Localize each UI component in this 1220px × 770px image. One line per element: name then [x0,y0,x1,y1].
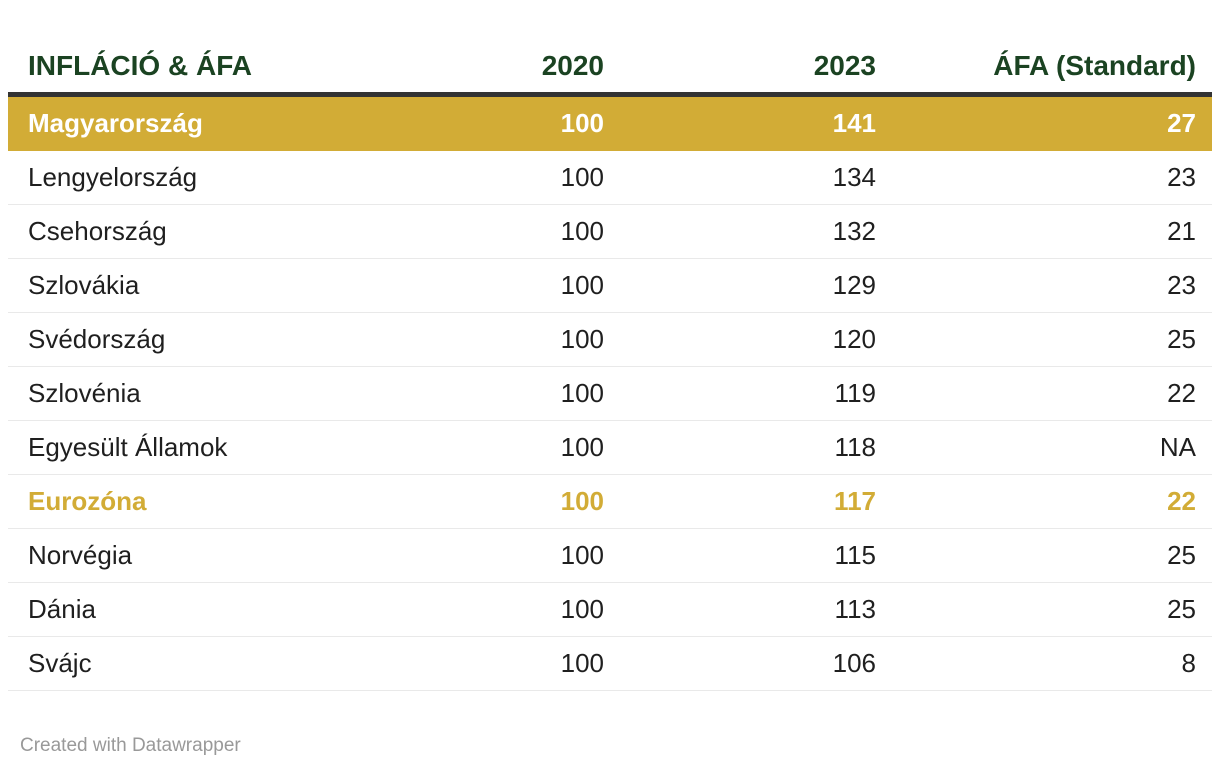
data-table: INFLÁCIÓ & ÁFA 2020 2023 ÁFA (Standard) … [8,40,1212,691]
value-cell-vat: NA [892,420,1212,475]
value-cell-2023: 134 [620,150,892,205]
value-cell-2023: 132 [620,204,892,259]
table-row: Norvégia 100 115 25 [8,528,1212,583]
value-cell-2023: 141 [620,94,892,151]
country-cell: Svájc [8,636,440,691]
value-cell-vat: 21 [892,204,1212,259]
value-cell-vat: 23 [892,258,1212,313]
country-cell: Szlovákia [8,258,440,313]
datawrapper-attribution[interactable]: Created with Datawrapper [20,735,241,756]
value-cell-vat: 25 [892,528,1212,583]
column-header-2023: 2023 [620,40,892,97]
value-cell-vat: 25 [892,582,1212,637]
country-cell: Svédország [8,312,440,367]
country-cell: Csehország [8,204,440,259]
value-cell-2020: 100 [440,150,620,205]
value-cell-2020: 100 [440,204,620,259]
table-row: Dánia 100 113 25 [8,582,1212,637]
header-row: INFLÁCIÓ & ÁFA 2020 2023 ÁFA (Standard) [8,40,1212,97]
column-header-vat: ÁFA (Standard) [892,40,1212,97]
country-cell: Lengyelország [8,150,440,205]
value-cell-vat: 23 [892,150,1212,205]
value-cell-2023: 119 [620,366,892,421]
value-cell-2020: 100 [440,582,620,637]
value-cell-2023: 115 [620,528,892,583]
table-row: Csehország 100 132 21 [8,204,1212,259]
table-row: Svédország 100 120 25 [8,312,1212,367]
table-row: Egyesült Államok 100 118 NA [8,420,1212,475]
value-cell-vat: 8 [892,636,1212,691]
table-row: Svájc 100 106 8 [8,636,1212,691]
column-header-title: INFLÁCIÓ & ÁFA [8,40,440,97]
value-cell-vat: 22 [892,474,1212,529]
table-row: Szlovénia 100 119 22 [8,366,1212,421]
table-row: Magyarország 100 141 27 [8,94,1212,151]
value-cell-vat: 25 [892,312,1212,367]
table-row: Eurozóna 100 117 22 [8,474,1212,529]
country-cell: Szlovénia [8,366,440,421]
value-cell-2023: 129 [620,258,892,313]
value-cell-2023: 113 [620,582,892,637]
table-row: Szlovákia 100 129 23 [8,258,1212,313]
country-cell: Magyarország [8,94,440,151]
country-cell: Eurozóna [8,474,440,529]
value-cell-vat: 22 [892,366,1212,421]
value-cell-2023: 106 [620,636,892,691]
country-cell: Egyesült Államok [8,420,440,475]
value-cell-2020: 100 [440,528,620,583]
value-cell-2020: 100 [440,94,620,151]
value-cell-2023: 120 [620,312,892,367]
value-cell-2020: 100 [440,636,620,691]
table-row: Lengyelország 100 134 23 [8,150,1212,205]
value-cell-2020: 100 [440,366,620,421]
table-body: Magyarország 100 141 27 Lengyelország 100 134 2… [8,94,1212,691]
value-cell-2020: 100 [440,312,620,367]
value-cell-2020: 100 [440,474,620,529]
value-cell-2023: 117 [620,474,892,529]
value-cell-2023: 118 [620,420,892,475]
value-cell-vat: 27 [892,94,1212,151]
column-header-2020: 2020 [440,40,620,97]
country-cell: Norvégia [8,528,440,583]
value-cell-2020: 100 [440,258,620,313]
value-cell-2020: 100 [440,420,620,475]
country-cell: Dánia [8,582,440,637]
